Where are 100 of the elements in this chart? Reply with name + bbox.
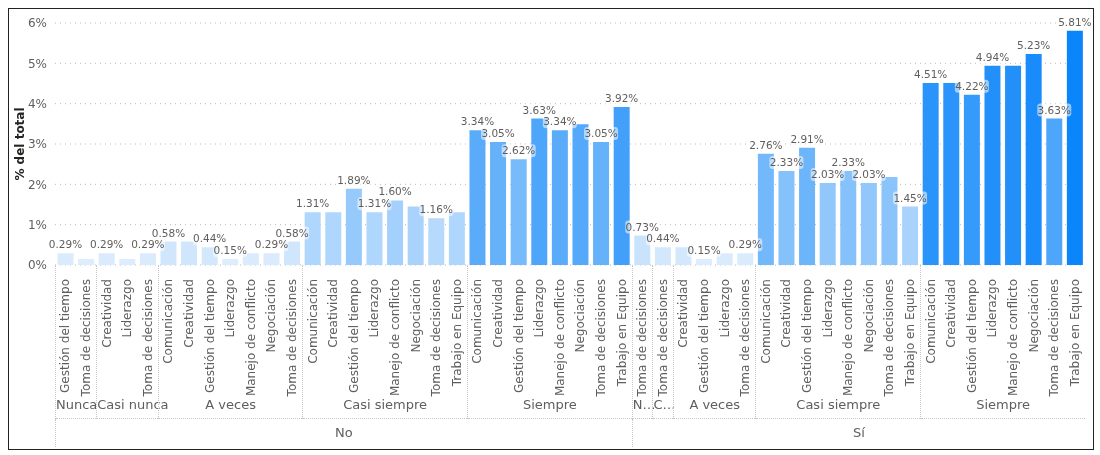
- x-tick-label: Comunicación: [305, 279, 320, 364]
- bar: [510, 159, 527, 265]
- text: Casi siempre: [343, 397, 428, 412]
- data-label: 2.33%: [769, 156, 804, 169]
- x-tick-label: Gestión del tiempo: [346, 279, 361, 393]
- data-label: 1.31%: [357, 197, 392, 210]
- data-label: 0.44%: [646, 232, 680, 245]
- bar: [551, 130, 568, 265]
- x-tick-label: Gestión del tiempo: [696, 279, 711, 393]
- x-tick-label: Negociación: [573, 279, 588, 353]
- bar: [119, 258, 136, 265]
- bar: [78, 258, 95, 265]
- data-label: 0.29%: [254, 238, 289, 251]
- x-tick-label: Liderazgo: [985, 279, 1000, 338]
- x-tick-label: Trabajo en Equipo: [1067, 279, 1082, 388]
- bar: [181, 241, 198, 265]
- text: Sí: [631, 419, 1085, 447]
- data-label: 0.29%: [131, 238, 165, 251]
- text: A veces: [689, 397, 741, 412]
- y-tick-label: 0%: [27, 258, 47, 273]
- x-tick-label: Negociación: [408, 279, 423, 353]
- bar: [366, 212, 383, 265]
- data-label: 3.92%: [604, 91, 639, 104]
- x-tick-label: Toma de decisiones: [635, 279, 650, 398]
- bar: [242, 253, 259, 265]
- x-tick-label: Creatividad: [326, 279, 341, 348]
- data-label: 1.16%: [419, 203, 453, 216]
- x-tick-label: Toma de decisiones: [140, 279, 155, 398]
- x-tick-label: Creatividad: [490, 279, 505, 348]
- y-tick-label: 3%: [27, 137, 47, 152]
- x-tick-label: Comunicación: [923, 279, 938, 364]
- data-label: 2.33%: [831, 156, 865, 169]
- bar: [98, 253, 115, 265]
- x-tick-label: Liderazgo: [223, 279, 238, 338]
- bar: [737, 253, 754, 265]
- y-tick-label: 2%: [27, 177, 47, 192]
- data-label: 3.05%: [481, 126, 515, 139]
- data-label: 2.76%: [749, 138, 783, 151]
- data-label: 0.29%: [728, 238, 762, 251]
- data-label: 0.15%: [213, 243, 247, 256]
- x-tick-label: Gestión del tiempo: [511, 279, 526, 393]
- bar: [819, 183, 836, 265]
- data-label: 0.58%: [275, 226, 309, 239]
- x-tick-label: Toma de decisiones: [284, 279, 299, 398]
- text: Siempre: [976, 397, 1030, 412]
- x-tick-label: Negociación: [264, 279, 279, 353]
- x-tick-label: Trabajo en Equipo: [614, 279, 629, 388]
- bar: [448, 212, 465, 265]
- x-tick-label: Comunicación: [470, 279, 485, 364]
- x-tick-label: Gestión del tiempo: [202, 279, 217, 393]
- x-tick-label: Comunicación: [161, 279, 176, 364]
- text: Casi siempre: [796, 397, 881, 412]
- x-tick-label: Manejo de conflicto: [1005, 279, 1020, 397]
- bar: [902, 206, 919, 265]
- x-tick-label: Negociación: [861, 279, 876, 353]
- data-label: 3.63%: [522, 103, 556, 116]
- x-tick-label: Trabajo en Equipo: [902, 279, 917, 388]
- x-tick-label: Liderazgo: [532, 279, 547, 338]
- bar: [696, 258, 713, 265]
- data-label: 0.44%: [192, 232, 227, 245]
- x-tick-label: Creatividad: [676, 279, 691, 348]
- text: A veces: [205, 397, 256, 412]
- x-tick-label: Comunicación: [758, 279, 773, 364]
- x-tick-label: Manejo de conflicto: [841, 279, 856, 397]
- x-tick-label: Gestión del tiempo: [58, 279, 73, 393]
- x-tick-label: Creatividad: [181, 279, 196, 348]
- y-tick-label: 4%: [27, 96, 47, 111]
- x-tick-label: Toma de decisiones: [429, 279, 444, 398]
- x-tick-label: Toma de decisiones: [655, 279, 670, 398]
- data-label: 4.94%: [975, 50, 1010, 63]
- data-label: 0.15%: [687, 243, 721, 256]
- data-label: 2.91%: [790, 132, 824, 145]
- data-label: 0.29%: [89, 238, 124, 251]
- x-tick-label: Liderazgo: [717, 279, 732, 338]
- x-tick-label: Creatividad: [779, 279, 794, 348]
- x-tick-label: Toma de decisiones: [593, 279, 608, 398]
- text: No: [55, 419, 632, 447]
- y-tick-label: 5%: [27, 56, 47, 71]
- bar: [1046, 118, 1063, 265]
- x-tick-label: Toma de decisiones: [78, 279, 93, 398]
- bar: [860, 183, 877, 265]
- bar: [222, 258, 239, 265]
- x-tick-label: Manejo de conflicto: [243, 279, 258, 397]
- data-label: 0.73%: [625, 220, 659, 233]
- x-tick-label: Toma de decisiones: [738, 279, 753, 398]
- data-label: 1.31%: [295, 197, 330, 210]
- data-label: 1.89%: [337, 173, 371, 186]
- y-tick-label: 6%: [27, 16, 47, 31]
- data-label: 1.60%: [378, 185, 412, 198]
- x-tick-label: Trabajo en Equipo: [449, 279, 464, 388]
- bar: [716, 253, 733, 265]
- data-label: 2.03%: [852, 168, 886, 181]
- bar: [593, 141, 610, 265]
- bar: [1005, 65, 1022, 265]
- bar: [963, 94, 980, 265]
- x-tick-label: Toma de decisiones: [882, 279, 897, 398]
- bar: [325, 212, 342, 265]
- data-label: 3.34%: [460, 115, 495, 128]
- x-tick-label: Creatividad: [944, 279, 959, 348]
- bar: [139, 253, 156, 265]
